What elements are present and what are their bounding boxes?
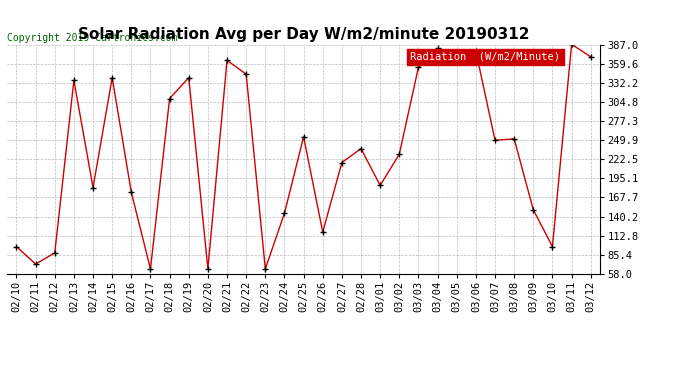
Text: Radiation  (W/m2/Minute): Radiation (W/m2/Minute) [411, 52, 560, 62]
Title: Solar Radiation Avg per Day W/m2/minute 20190312: Solar Radiation Avg per Day W/m2/minute … [78, 27, 529, 42]
Text: Copyright 2019 Cartronics.com: Copyright 2019 Cartronics.com [7, 33, 177, 43]
